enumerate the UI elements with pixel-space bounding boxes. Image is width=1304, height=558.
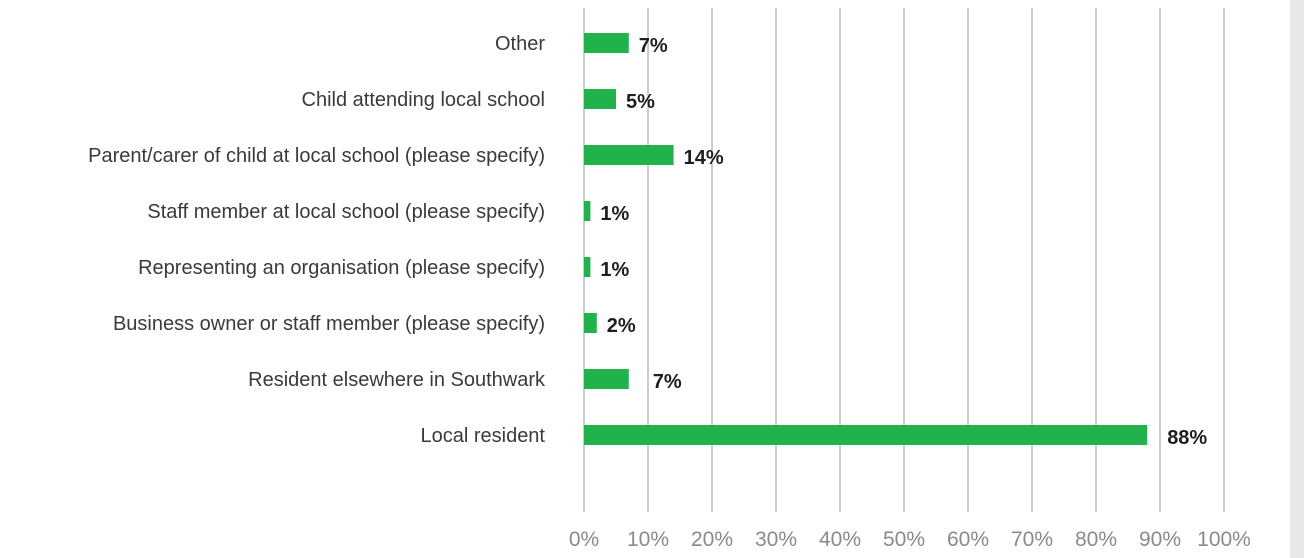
data-label: 7%: [639, 35, 668, 57]
data-label: 5%: [626, 91, 655, 113]
x-tick-label: 20%: [691, 528, 733, 551]
x-tick-label: 80%: [1075, 528, 1117, 551]
x-tick-label: 10%: [627, 528, 669, 551]
category-label: Representing an organisation (please spe…: [138, 257, 545, 279]
scrollbar-track[interactable]: [1290, 0, 1304, 558]
x-tick-label: 70%: [1011, 528, 1053, 551]
category-label: Staff member at local school (please spe…: [147, 201, 545, 223]
x-tick-label: 40%: [819, 528, 861, 551]
category-label: Resident elsewhere in Southwark: [248, 369, 546, 391]
bar: [584, 425, 1148, 445]
category-label: Child attending local school: [302, 89, 546, 111]
x-tick-label: 0%: [569, 528, 599, 551]
x-tick-label: 60%: [947, 528, 989, 551]
x-tick-label: 50%: [883, 528, 925, 551]
category-label: Other: [495, 33, 545, 55]
bar: [584, 33, 629, 53]
x-tick-label: 90%: [1139, 528, 1181, 551]
data-label: 2%: [607, 315, 636, 337]
data-label: 88%: [1167, 427, 1207, 449]
data-label: 1%: [600, 259, 629, 281]
category-label: Local resident: [420, 425, 545, 447]
data-label: 1%: [600, 203, 629, 225]
x-tick-label: 30%: [755, 528, 797, 551]
bar: [584, 145, 674, 165]
data-label: 14%: [684, 147, 724, 169]
x-tick-label: 100%: [1197, 528, 1251, 551]
bar: [584, 257, 591, 277]
bar: [584, 369, 629, 389]
bar: [584, 313, 597, 333]
data-label: 7%: [653, 371, 682, 393]
category-label: Business owner or staff member (please s…: [113, 313, 545, 335]
bar: [584, 201, 591, 221]
bar: [584, 89, 616, 109]
category-label: Parent/carer of child at local school (p…: [88, 145, 545, 167]
